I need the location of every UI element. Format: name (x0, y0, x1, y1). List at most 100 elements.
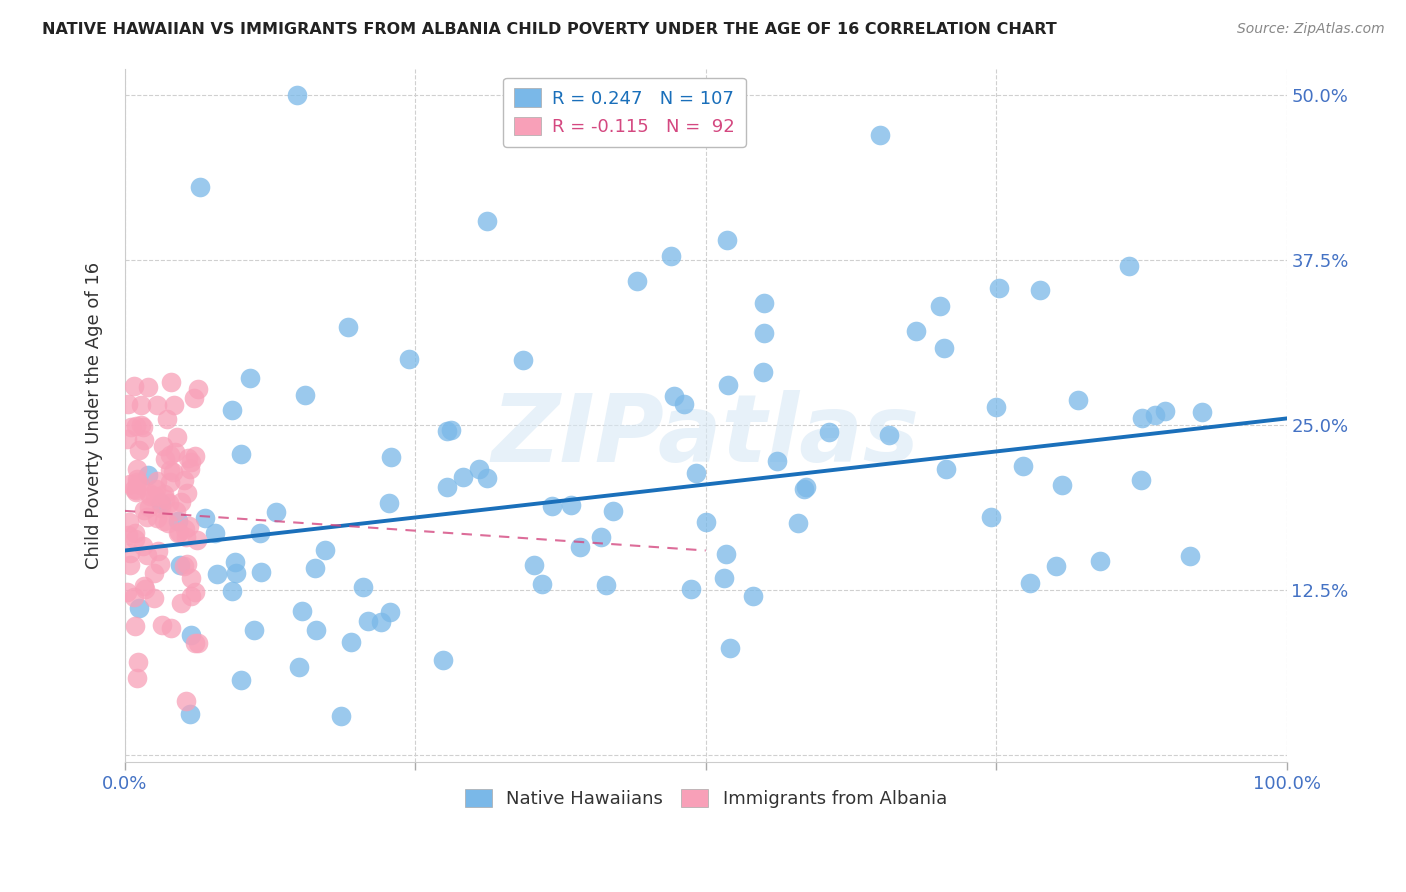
Point (134, 582, 156, 596)
Point (136, 549, 159, 563)
Point (146, 474, 169, 488)
Point (468, 462, 491, 476)
Point (132, 433, 155, 447)
Point (626, 275, 648, 289)
Point (904, 324, 927, 338)
Point (512, 353, 534, 368)
Point (1029, 283, 1052, 297)
Point (160, 621, 183, 635)
Point (124, 525, 146, 540)
Point (167, 515, 190, 529)
Point (122, 590, 145, 604)
Point (1154, 403, 1177, 417)
Point (163, 397, 186, 411)
Point (378, 496, 401, 510)
Legend: Native Hawaiians, Immigrants from Albania: Native Hawaiians, Immigrants from Albani… (457, 781, 955, 815)
Point (440, 423, 463, 437)
Point (249, 525, 271, 540)
Point (174, 530, 197, 544)
Point (1191, 405, 1213, 419)
Point (165, 444, 187, 458)
Point (180, 628, 202, 642)
Point (290, 604, 312, 618)
Point (370, 615, 392, 629)
Point (591, 531, 613, 545)
Point (672, 397, 695, 411)
Point (1088, 554, 1111, 568)
Point (869, 128, 891, 142)
Point (122, 482, 145, 496)
Point (143, 489, 166, 503)
Point (142, 566, 165, 580)
Point (1130, 410, 1153, 425)
Point (1019, 576, 1042, 591)
Point (818, 425, 841, 440)
Point (716, 547, 738, 561)
Point (205, 566, 228, 581)
Y-axis label: Child Poverty Under the Age of 16: Child Poverty Under the Age of 16 (86, 261, 103, 569)
Point (118, 558, 141, 573)
Point (153, 491, 176, 506)
Point (793, 482, 815, 496)
Point (127, 655, 149, 669)
Point (224, 555, 246, 569)
Point (988, 280, 1011, 294)
Point (170, 495, 193, 509)
Point (179, 519, 201, 533)
Point (229, 447, 252, 461)
Point (142, 591, 165, 605)
Point (984, 401, 1007, 415)
Point (146, 399, 169, 413)
Point (432, 653, 454, 667)
Point (184, 449, 207, 463)
Point (138, 380, 160, 394)
Point (128, 600, 150, 615)
Point (156, 412, 179, 426)
Point (1178, 549, 1201, 563)
Point (125, 475, 148, 489)
Point (136, 509, 159, 524)
Point (935, 462, 957, 476)
Point (436, 424, 458, 438)
Point (752, 326, 775, 340)
Point (166, 525, 188, 540)
Point (285, 87, 308, 102)
Point (716, 233, 738, 247)
Point (713, 571, 735, 585)
Point (288, 660, 311, 674)
Point (120, 477, 142, 491)
Point (794, 480, 817, 494)
Point (186, 533, 208, 547)
Point (125, 483, 148, 497)
Point (160, 375, 183, 389)
Point (145, 482, 167, 496)
Point (336, 320, 359, 334)
Point (145, 511, 167, 525)
Point (132, 503, 155, 517)
Point (117, 432, 139, 446)
Point (125, 472, 148, 486)
Point (239, 370, 262, 384)
Point (1143, 409, 1166, 423)
Point (264, 504, 287, 518)
Point (204, 526, 226, 541)
Point (523, 558, 546, 572)
Point (225, 566, 247, 581)
Point (125, 485, 148, 500)
Point (352, 580, 374, 594)
Point (766, 454, 789, 468)
Point (294, 388, 316, 402)
Text: NATIVE HAWAIIAN VS IMMIGRANTS FROM ALBANIA CHILD POVERTY UNDER THE AGE OF 16 COR: NATIVE HAWAIIAN VS IMMIGRANTS FROM ALBAN… (42, 22, 1057, 37)
Point (330, 708, 353, 723)
Point (117, 397, 139, 411)
Point (243, 623, 266, 637)
Point (149, 501, 172, 516)
Point (129, 398, 152, 412)
Point (1067, 392, 1090, 407)
Point (165, 503, 187, 517)
Point (194, 511, 217, 525)
Point (659, 249, 682, 263)
Point (305, 623, 328, 637)
Point (166, 430, 188, 444)
Point (170, 596, 193, 610)
